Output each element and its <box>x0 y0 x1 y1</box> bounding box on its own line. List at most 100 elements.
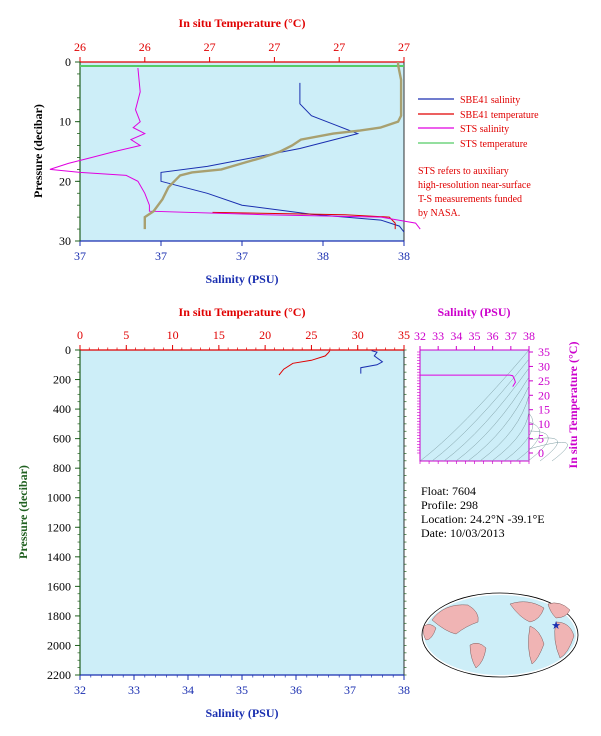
upper-left-ticks: 0 10 20 30 <box>59 55 80 248</box>
ts-isopycnal <box>515 421 541 462</box>
upper-bottom-ticks: 37 37 37 38 38 <box>74 241 410 263</box>
ts-isopycnal <box>431 358 530 462</box>
legend-label-sbe41-salinity: SBE41 salinity <box>460 95 520 106</box>
ts-isopycnal <box>491 403 530 462</box>
lower-bottom-tick-label: 37 <box>344 683 356 697</box>
ts-isopycnal <box>479 394 530 462</box>
ts-right-tick-label: 20 <box>538 388 550 402</box>
lower-left-tick-label: 800 <box>53 461 71 475</box>
ts-plot-area <box>419 349 530 462</box>
ts-right-tick-label: 15 <box>538 403 550 417</box>
lower-left-tick-label: 1400 <box>47 550 71 564</box>
note-line-3: T-S measurements funded <box>418 194 522 205</box>
upper-left-tick-label: 0 <box>65 55 71 69</box>
upper-top-tick-label: 27 <box>398 40 410 54</box>
ts-top-axis-label: Salinity (PSU) <box>437 305 510 319</box>
ts-right-axis-label: In situ Temperature (°C) <box>566 342 580 469</box>
lower-bottom-tick-label: 34 <box>182 683 194 697</box>
lower-top-tick-label: 30 <box>352 328 364 342</box>
ts-right-tick-label: 25 <box>538 374 550 388</box>
lower-left-tick-label: 400 <box>53 402 71 416</box>
upper-note: STS refers to auxiliary high-resolution … <box>418 166 531 219</box>
ts-panel: Salinity (PSU) 32 33 34 35 36 37 38 0510152025… <box>414 305 580 468</box>
lower-top-tick-label: 5 <box>123 328 129 342</box>
ts-isopycnal-lines <box>419 349 568 462</box>
lower-top-tick-label: 35 <box>398 328 410 342</box>
lower-bottom-ticks: 32 33 34 35 36 37 38 <box>74 675 410 697</box>
map-land-eurasia-west <box>431 604 479 635</box>
upper-y-axis-label: Pressure (decibar) <box>31 104 45 198</box>
upper-series-sts-temperature <box>143 62 403 230</box>
upper-series-group <box>49 62 421 233</box>
lower-left-tick-label: 0 <box>65 343 71 357</box>
info-profile: Profile: 298 <box>421 498 478 512</box>
lower-top-tick-label: 0 <box>77 328 83 342</box>
upper-top-tick-label: 26 <box>139 40 151 54</box>
upper-left-tick-label: 20 <box>59 174 71 188</box>
upper-series-sbe41-temperature <box>212 211 396 230</box>
lower-left-tick-label: 2000 <box>47 638 71 652</box>
ts-isopycnal <box>419 349 530 462</box>
upper-bottom-axis-label: Salinity (PSU) <box>205 272 278 286</box>
ts-top-tick-label: 34 <box>450 329 462 343</box>
lower-left-tick-label: 1800 <box>47 609 71 623</box>
lower-y-axis-label: Pressure (decibar) <box>16 465 30 559</box>
ts-isopycnal <box>503 412 534 462</box>
ts-top-tick-label: 37 <box>505 329 517 343</box>
upper-top-tick-label: 27 <box>204 40 216 54</box>
upper-series-sbe41-salinity <box>160 82 405 233</box>
note-line-1: STS refers to auxiliary <box>418 166 509 177</box>
ts-top-tick-label: 38 <box>523 329 535 343</box>
lower-left-tick-label: 200 <box>53 373 71 387</box>
upper-top-ticks: 26 26 27 27 27 27 <box>74 40 410 62</box>
upper-bottom-tick-label: 38 <box>317 249 329 263</box>
ts-isopycnal <box>467 385 530 462</box>
lower-bottom-tick-label: 33 <box>128 683 140 697</box>
ts-isopycnal <box>443 367 530 462</box>
lower-series-sbe41-salinity <box>360 350 384 374</box>
map-land <box>423 601 575 669</box>
map-land-australia <box>469 642 487 669</box>
ts-isopycnal <box>455 376 530 462</box>
upper-top-tick-label: 27 <box>333 40 345 54</box>
lower-bottom-tick-label: 32 <box>74 683 86 697</box>
ts-right-tick-label: 10 <box>538 417 550 431</box>
upper-plot-area <box>79 61 405 242</box>
lower-series-sbe41-temperature <box>278 350 331 376</box>
lower-left-tick-label: 2200 <box>47 668 71 682</box>
upper-bottom-tick-label: 37 <box>155 249 167 263</box>
ts-profile-curve <box>420 374 516 387</box>
upper-panel: In situ Temperature (°C) 26 26 27 27 27 27 37… <box>31 16 539 286</box>
lower-left-tick-label: 600 <box>53 432 71 446</box>
map-land-north-america <box>509 601 545 623</box>
lower-bottom-tick-label: 38 <box>398 683 410 697</box>
lower-top-tick-label: 15 <box>213 328 225 342</box>
map-land-asia-east <box>423 624 437 641</box>
upper-legend: SBE41 salinity SBE41 temperature STS sal… <box>418 95 539 150</box>
upper-bottom-tick-label: 38 <box>398 249 410 263</box>
lower-top-tick-label: 10 <box>167 328 179 342</box>
lower-left-tick-label: 1600 <box>47 579 71 593</box>
lower-left-tick-label: 1200 <box>47 520 71 534</box>
float-info: Float: 7604 Profile: 298 Location: 24.2°… <box>421 484 545 540</box>
upper-top-tick-label: 26 <box>74 40 86 54</box>
info-location: Location: 24.2°N -39.1°E <box>421 512 545 526</box>
upper-left-tick-label: 10 <box>59 115 71 129</box>
note-line-4: by NASA. <box>418 208 460 219</box>
map-float-marker-icon: ★ <box>551 620 561 632</box>
location-map: ★ <box>421 592 579 678</box>
ts-isopycnal <box>528 442 568 462</box>
lower-bottom-tick-label: 36 <box>290 683 302 697</box>
note-line-2: high-resolution near-surface <box>418 180 531 191</box>
upper-series-sts-salinity <box>49 67 421 230</box>
info-float: Float: 7604 <box>421 484 476 498</box>
lower-top-tick-label: 25 <box>305 328 317 342</box>
upper-top-axis-label: In situ Temperature (°C) <box>179 16 306 30</box>
ts-series-group <box>420 374 516 387</box>
legend-label-sts-salinity: STS salinity <box>460 124 509 135</box>
ts-top-ticks: 32 33 34 35 36 37 38 <box>414 329 535 464</box>
ts-top-tick-label: 32 <box>414 329 426 343</box>
upper-top-tick-label: 27 <box>268 40 280 54</box>
